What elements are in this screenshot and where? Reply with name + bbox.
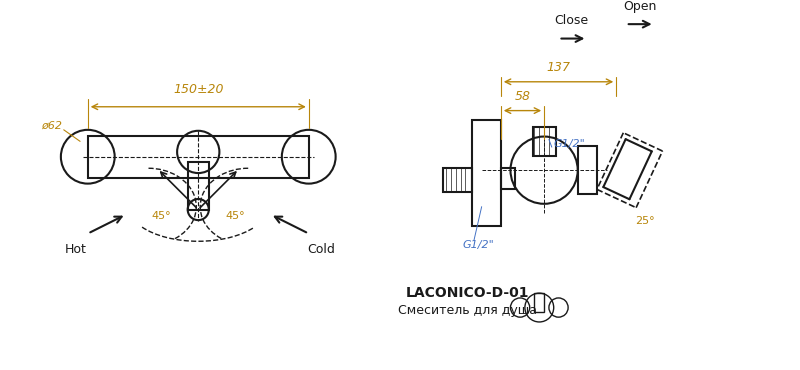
Text: G1/2": G1/2" [554,139,586,149]
Text: ø62: ø62 [41,121,62,131]
Bar [188,162,209,209]
Text: Cold: Cold [307,243,335,256]
Bar [533,127,556,156]
Text: Смеситель для душа: Смеситель для душа [398,304,537,317]
Bar [443,168,472,192]
Text: Open: Open [623,0,657,13]
Bar [534,293,544,312]
Text: 25°: 25° [635,216,655,226]
Text: Close: Close [554,14,588,27]
Text: Hot: Hot [64,243,86,256]
Bar [501,168,515,189]
Text: 45°: 45° [225,211,245,221]
Bar [578,146,597,194]
Text: 137: 137 [546,61,570,74]
Text: LACONICO-D-01: LACONICO-D-01 [406,286,529,300]
Text: 150±20: 150±20 [173,83,223,96]
Text: 58: 58 [514,90,530,103]
Bar [88,135,309,178]
Text: G1/2": G1/2" [462,240,494,250]
Text: 45°: 45° [152,211,171,221]
Bar [472,120,501,226]
